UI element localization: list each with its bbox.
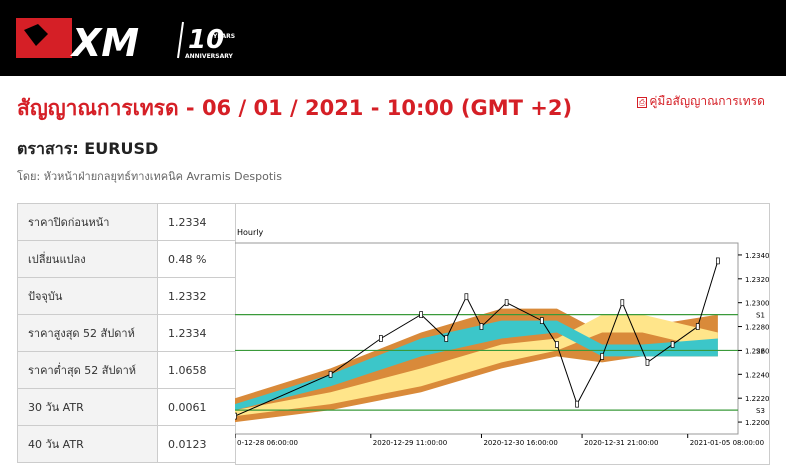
y-tick-label: 1.2260 — [745, 347, 770, 355]
candle — [555, 341, 559, 348]
guide-link[interactable]: ⎙ คู่มือสัญญาณการเทรด — [637, 92, 765, 111]
x-tick-label: 2020-12-30 16:00:00 — [483, 439, 557, 447]
cell-value: 1.0658 — [157, 351, 236, 389]
cell-value: 1.2332 — [157, 277, 236, 315]
stats-table: ราคาปิดก่อนหน้า 1.2334 เปลี่ยนแปลง 0.48 % ปั… — [17, 203, 236, 463]
logo: XM 10 YEARS ANNIVERSARY — [16, 18, 235, 65]
support-label: S1 — [756, 312, 765, 320]
table-row: 40 วัน ATR 0.0123 — [17, 425, 236, 463]
author: โดย: หัวหน้าฝ่ายกลยุทธ์ทางเทคนิค Avramis… — [17, 170, 282, 183]
table-row: ราคาปิดก่อนหน้า 1.2334 — [17, 203, 236, 241]
cell-value: 1.2334 — [157, 314, 236, 352]
y-tick-label: 1.2220 — [745, 395, 770, 403]
cell-label: ปัจจุบัน — [17, 277, 158, 315]
cell-label: ราคาสูงสุด 52 สัปดาห์ — [17, 314, 158, 352]
x-tick-label: 2020-12-29 11:00:00 — [373, 439, 447, 447]
logo-bull — [24, 24, 48, 46]
y-tick-label: 1.2320 — [745, 276, 770, 284]
band — [235, 320, 718, 411]
y-tick-label: 1.2280 — [745, 324, 770, 332]
candle — [479, 323, 484, 330]
y-tick-label: 1.2240 — [745, 371, 770, 379]
instrument: ตราสาร: EURUSD — [17, 139, 159, 158]
guide-link-text[interactable]: คู่มือสัญญาณการเทรด — [649, 94, 765, 108]
cell-value: 0.0061 — [157, 388, 236, 426]
badge: 10 — [188, 25, 224, 55]
table-row: 30 วัน ATR 0.0061 — [17, 388, 236, 426]
cell-label: 30 วัน ATR — [17, 388, 158, 426]
candle — [575, 400, 579, 408]
candle — [716, 257, 720, 265]
candle — [235, 412, 237, 420]
x-tick-label: 0-12-28 06:00:00 — [237, 439, 298, 447]
y-tick-label: 1.2340 — [745, 252, 770, 260]
support-label: S3 — [756, 407, 765, 415]
cell-value: 0.0123 — [157, 425, 236, 463]
cell-label: เปลี่ยนแปลง — [17, 240, 158, 278]
cell-label: 40 วัน ATR — [17, 425, 158, 463]
table-row: ราคาต่ำสุด 52 สัปดาห์ 1.0658 — [17, 351, 236, 389]
x-tick-label: 2020-12-31 21:00:00 — [584, 439, 658, 447]
x-tick-label: 2021-01-05 08:00:00 — [690, 439, 764, 447]
candle — [464, 293, 469, 301]
pdf-icon: ⎙ — [637, 97, 648, 108]
page-title: สัญญาณการเทรด - 06 / 01 / 2021 - 10:00 (… — [17, 96, 573, 120]
chart-title: Hourly — [237, 228, 263, 237]
candle — [539, 317, 544, 324]
cell-label: ราคาปิดก่อนหน้า — [17, 203, 158, 241]
logo-text: XM — [70, 21, 139, 65]
band — [235, 314, 718, 417]
header: XM 10 YEARS ANNIVERSARY — [0, 0, 786, 76]
table-row: ปัจจุบัน 1.2332 — [17, 277, 236, 315]
chart: Hourly S1 S2 S3 1.2200 1.2220 1.2240 1.2260 1.2… — [235, 203, 770, 465]
cell-value: 0.48 % — [157, 240, 236, 278]
y-tick-label: 1.2200 — [745, 419, 770, 427]
badge-caption: ANNIVERSARY — [185, 53, 234, 60]
candle — [620, 299, 625, 307]
table-row: ราคาสูงสุด 52 สัปดาห์ 1.2334 — [17, 314, 236, 352]
candle — [600, 353, 605, 360]
cell-value: 1.2334 — [157, 203, 236, 241]
candle — [670, 341, 675, 348]
candle — [444, 335, 449, 342]
candle — [419, 311, 423, 318]
y-tick-label: 1.2300 — [745, 300, 770, 308]
candle — [379, 335, 383, 342]
table-row: เปลี่ยนแปลง 0.48 % — [17, 240, 236, 278]
candle — [328, 370, 333, 378]
badge-sub: YEARS — [212, 33, 235, 40]
candle — [504, 299, 509, 307]
cell-label: ราคาต่ำสุด 52 สัปดาห์ — [17, 351, 158, 389]
candle — [695, 323, 700, 330]
support-label: S2 — [756, 347, 765, 355]
candle — [645, 359, 650, 366]
